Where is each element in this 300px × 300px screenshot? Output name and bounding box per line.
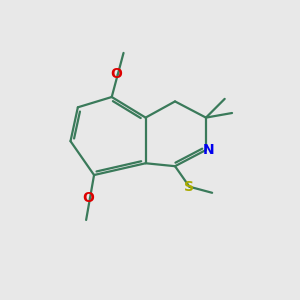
- Text: S: S: [184, 180, 194, 194]
- Text: N: N: [202, 143, 214, 157]
- Text: O: O: [110, 67, 122, 81]
- Text: O: O: [82, 191, 94, 205]
